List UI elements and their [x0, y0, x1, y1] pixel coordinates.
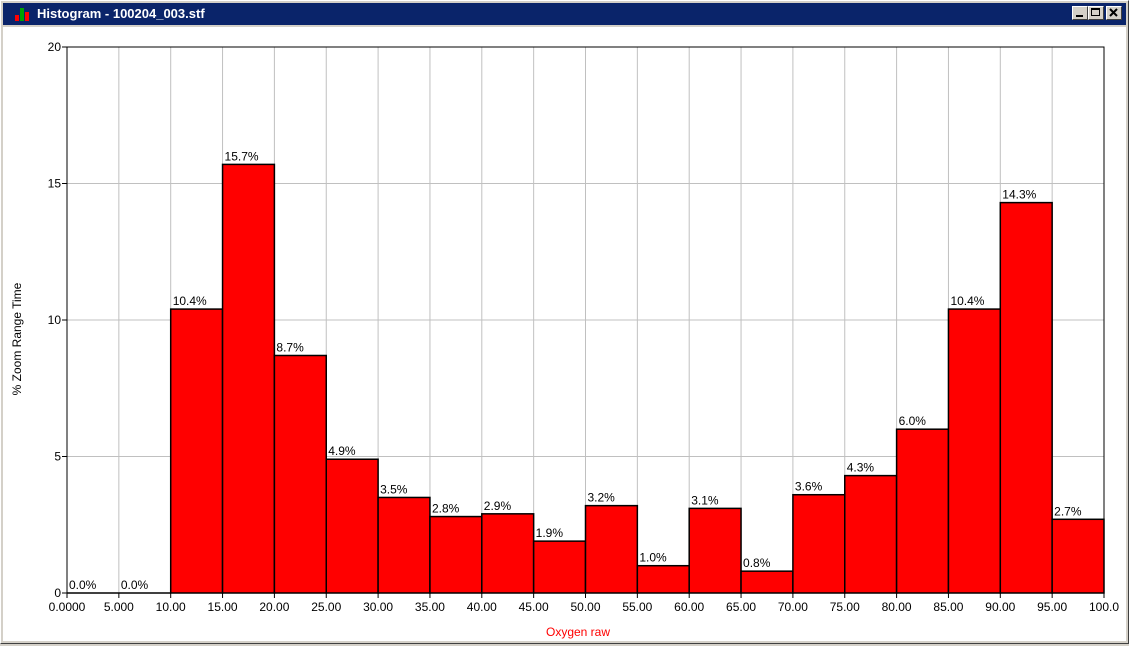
- histogram-bar: [1051, 518, 1105, 594]
- x-tick-label: 75.00: [830, 600, 860, 614]
- histogram-bar: [429, 515, 483, 594]
- y-axis-label: % Zoom Range Time: [10, 282, 24, 395]
- data-label: 8.7%: [276, 340, 304, 354]
- data-label: 2.8%: [432, 502, 460, 516]
- histogram-bar: [947, 308, 1002, 594]
- data-label: 3.6%: [795, 480, 823, 494]
- y-tick-label: 5: [54, 450, 61, 464]
- x-tick-label: 15.00: [208, 600, 238, 614]
- x-tick-label: 95.00: [1037, 600, 1067, 614]
- data-label: 4.9%: [328, 444, 356, 458]
- x-tick-label: 20.00: [259, 600, 289, 614]
- minimize-button[interactable]: [1072, 6, 1088, 20]
- histogram-bar: [844, 474, 898, 594]
- y-tick-label: 0: [54, 586, 61, 600]
- x-tick-label: 10.00: [156, 600, 186, 614]
- x-tick-label: 60.00: [674, 600, 704, 614]
- x-tick-label: 50.00: [570, 600, 600, 614]
- histogram-bar: [740, 570, 794, 594]
- y-tick-label: 20: [48, 40, 62, 54]
- histogram-bar: [584, 504, 639, 594]
- histogram-bar: [532, 540, 587, 594]
- data-label: 2.7%: [1054, 504, 1082, 518]
- histogram-bar: [221, 163, 276, 594]
- x-tick-label: 35.00: [415, 600, 445, 614]
- data-label: 14.3%: [1002, 188, 1036, 202]
- histogram-app-icon[interactable]: [15, 7, 29, 21]
- histogram-bar: [273, 354, 327, 594]
- data-label: 3.5%: [380, 482, 408, 496]
- data-label: 1.9%: [536, 526, 564, 540]
- maximize-icon: [1091, 8, 1100, 16]
- x-tick-label: 65.00: [726, 600, 756, 614]
- data-label-layer: 0.0% 0.0% 10.4% 15.7% 8.7% 4.9% 3.5% 2.8% 2.9% 1.…: [69, 149, 1082, 592]
- histogram-bar: [688, 507, 742, 594]
- bar-layer: [67, 163, 1105, 594]
- data-label: 0.0%: [121, 578, 149, 592]
- chart-area: 0.0% 0.0% 10.4% 15.7% 8.7% 4.9% 3.5% 2.8% 2.9% 1.…: [3, 27, 1126, 641]
- histogram-chart: 0.0% 0.0% 10.4% 15.7% 8.7% 4.9% 3.5% 2.8% 2.9% 1.…: [10, 40, 1120, 639]
- histogram-bar: [169, 308, 224, 594]
- x-tick-label: 100.0: [1089, 600, 1119, 614]
- histogram-bar: [895, 428, 950, 594]
- x-tick-label: 5.000: [104, 600, 134, 614]
- close-button[interactable]: [1106, 6, 1122, 20]
- x-tick-label: 25.00: [311, 600, 341, 614]
- histogram-bar: [377, 496, 431, 594]
- close-icon: [1109, 8, 1118, 17]
- axis-layer: 0 5 10 15 20 0.0000 5.000 10.00 15.00 20.00 25.00 3…: [48, 40, 1120, 614]
- y-tick-label: 10: [48, 313, 62, 327]
- x-tick-label: 0.0000: [49, 600, 86, 614]
- data-label: 0.0%: [69, 578, 97, 592]
- data-label: 1.0%: [639, 551, 667, 565]
- data-label: 10.4%: [950, 294, 984, 308]
- x-tick-label: 45.00: [519, 600, 549, 614]
- data-label: 2.9%: [484, 499, 512, 513]
- x-tick-label: 40.00: [467, 600, 497, 614]
- histogram-bar: [481, 513, 535, 594]
- histogram-bar: [792, 493, 846, 594]
- y-tick-label: 15: [48, 177, 62, 191]
- window-title: Histogram - 100204_003.stf: [37, 6, 205, 21]
- x-axis-label: Oxygen raw: [546, 625, 610, 639]
- minimize-icon: [1076, 15, 1083, 17]
- data-label: 10.4%: [173, 294, 207, 308]
- title-bar[interactable]: Histogram - 100204_003.stf: [3, 3, 1126, 25]
- x-tick-label: 90.00: [985, 600, 1015, 614]
- histogram-bar: [325, 458, 379, 594]
- data-label: 6.0%: [899, 414, 927, 428]
- x-tick-label: 80.00: [882, 600, 912, 614]
- histogram-bar: [999, 201, 1053, 594]
- histogram-bar: [636, 564, 690, 594]
- data-label: 4.3%: [847, 461, 875, 475]
- data-label: 3.1%: [691, 493, 719, 507]
- data-label: 15.7%: [225, 149, 259, 163]
- data-label: 0.8%: [743, 556, 771, 570]
- maximize-button[interactable]: [1088, 6, 1104, 20]
- data-label: 3.2%: [588, 491, 616, 505]
- x-tick-label: 55.00: [622, 600, 652, 614]
- x-tick-label: 85.00: [933, 600, 963, 614]
- x-tick-label: 30.00: [363, 600, 393, 614]
- x-tick-label: 70.00: [778, 600, 808, 614]
